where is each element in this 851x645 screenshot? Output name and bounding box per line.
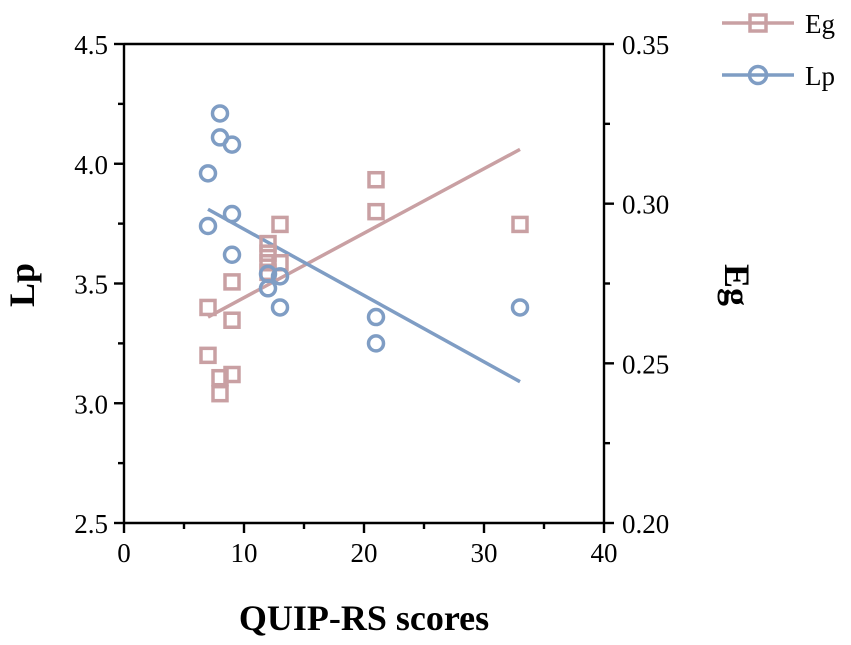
data-point-lp <box>270 267 290 286</box>
data-point-eg <box>223 311 241 329</box>
data-point-eg <box>223 273 241 291</box>
y-right-tick-label: 0.20 <box>622 509 669 539</box>
data-point-eg <box>259 244 277 262</box>
legend-item-eg: Eg <box>722 9 835 39</box>
x-tick-label: 30 <box>471 538 498 568</box>
data-point-eg <box>511 215 529 234</box>
data-markers <box>198 104 530 403</box>
data-point-lp <box>258 264 278 284</box>
y-right-tick-label: 0.35 <box>622 30 669 60</box>
data-point-lp <box>222 204 242 224</box>
y-left-axis-title: Lp <box>2 263 42 307</box>
data-point-lp <box>210 104 230 123</box>
data-point-lp <box>198 216 218 236</box>
y-right-axis-title: Eg <box>717 264 757 306</box>
data-point-eg <box>259 234 277 253</box>
y-left-tick-label: 3.0 <box>74 389 108 419</box>
data-point-eg <box>367 170 385 189</box>
x-tick-label: 20 <box>351 538 378 568</box>
data-point-eg <box>367 202 385 221</box>
y-left-tick-label: 2.5 <box>74 509 108 539</box>
legend-label-eg: Eg <box>805 9 835 39</box>
data-point-eg <box>199 346 217 365</box>
x-tick-label: 40 <box>591 538 618 568</box>
data-point-eg <box>259 253 277 272</box>
legend-item-lp: Lp <box>722 61 835 91</box>
legend-swatch-marker-eg <box>748 13 768 33</box>
data-point-lp <box>222 135 242 154</box>
data-point-lp <box>198 164 218 183</box>
y-left-tick-label: 4.5 <box>74 30 108 60</box>
plot-frame <box>122 42 606 525</box>
data-point-lp <box>510 298 530 317</box>
legend-swatch-marker-lp <box>747 64 769 86</box>
data-point-lp <box>270 298 290 317</box>
data-point-lp <box>366 334 386 353</box>
data-point-lp <box>222 245 242 265</box>
y-right-tick-label: 0.25 <box>622 349 669 379</box>
x-axis-title: QUIP-RS scores <box>239 598 489 638</box>
legend: Eg Lp <box>722 9 835 91</box>
data-point-eg <box>199 298 217 317</box>
x-tick-label: 0 <box>117 538 131 568</box>
data-point-eg <box>211 384 229 403</box>
legend-label-lp: Lp <box>805 61 835 91</box>
tick-marks <box>114 42 614 533</box>
y-right-tick-label: 0.30 <box>622 190 669 220</box>
data-point-eg <box>211 368 229 387</box>
y-left-tick-label: 3.5 <box>74 270 108 300</box>
data-point-eg <box>271 215 289 234</box>
data-point-eg <box>223 365 241 384</box>
fit-lines <box>207 147 521 384</box>
data-point-lp <box>366 307 386 327</box>
x-tick-label: 10 <box>231 538 258 568</box>
y-left-tick-label: 4.0 <box>74 150 108 180</box>
